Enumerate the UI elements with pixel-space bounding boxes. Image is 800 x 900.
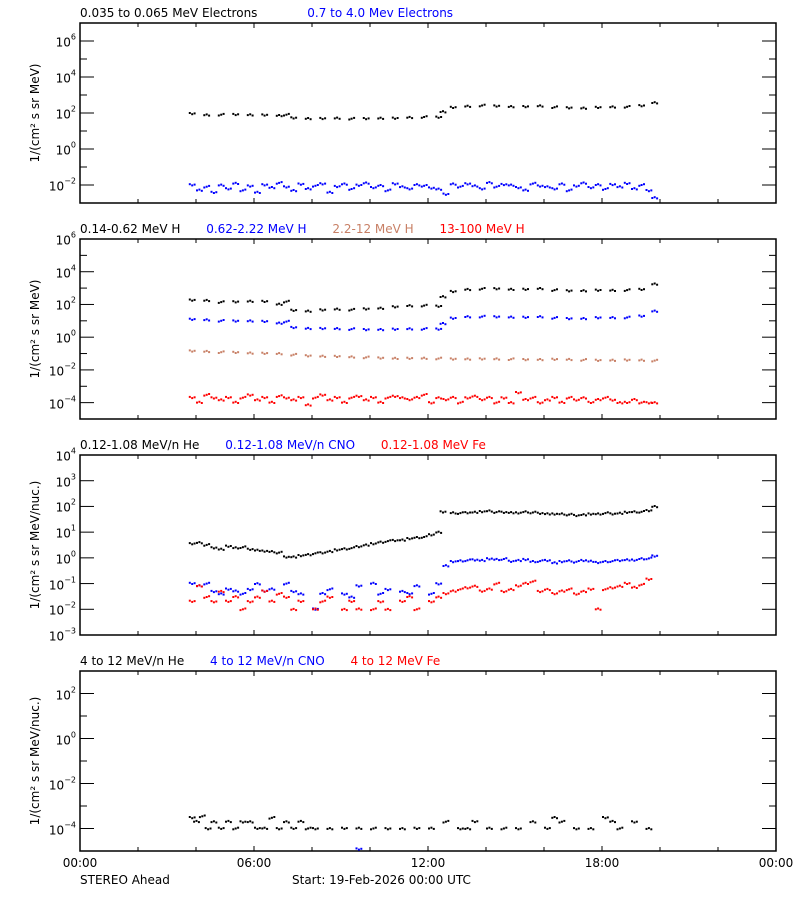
ytick-label: 10−2 [48, 600, 76, 618]
ytick-label: 100 [55, 328, 76, 346]
series-points [188, 814, 653, 831]
ytick-label: 10−1 [48, 575, 76, 593]
ytick-label: 10−2 [48, 775, 76, 792]
panel-4 [79, 670, 777, 852]
ytick-label: 101 [55, 523, 76, 541]
series-points [188, 554, 659, 611]
ytick-label: 103 [55, 472, 76, 490]
series-points [188, 391, 659, 407]
legend-h-1: 0.14-0.62 MeV H [80, 222, 181, 236]
panel-1-ylabel: 1/(cm² s sr MeV) [28, 63, 42, 163]
ytick-label: 100 [55, 730, 76, 747]
start-time-label: Start: 19-Feb-2026 00:00 UTC [292, 873, 471, 887]
legend-cno-high: 4 to 12 MeV/n CNO [210, 654, 325, 668]
ytick-label: 102 [55, 104, 76, 122]
panel-3-ylabel: 1/(cm² s sr MeV/nuc.) [28, 480, 42, 610]
ytick-label: 100 [55, 549, 76, 567]
series-points [188, 181, 659, 200]
xtick-label: 00:00 [758, 856, 794, 870]
legend-electrons-low: 0.035 to 0.065 MeV Electrons [80, 6, 258, 20]
ytick-label: 106 [55, 230, 76, 248]
panel-4-ylabel: 1/(cm² s sr MeV/nuc.) [28, 696, 42, 826]
legend-he-high: 4 to 12 MeV/n He [80, 654, 185, 668]
legend-h-4: 13-100 MeV H [439, 222, 525, 236]
xtick-label: 18:00 [584, 856, 620, 870]
panel-3 [79, 454, 777, 636]
series-points [188, 282, 659, 313]
legend-h-2: 0.62-2.22 MeV H [206, 222, 307, 236]
legend-h-3: 2.2-12 MeV H [332, 222, 414, 236]
ytick-label: 104 [55, 68, 76, 86]
series-points [188, 309, 659, 332]
legend-cno-low: 0.12-1.08 MeV/n CNO [225, 438, 356, 452]
panel-1-legend: 0.035 to 0.065 MeV Electrons 0.7 to 4.0 … [80, 5, 475, 21]
spacecraft-label: STEREO Ahead [80, 873, 170, 887]
panel-2-legend: 0.14-0.62 MeV H 0.62-2.22 MeV H 2.2-12 M… [80, 221, 547, 237]
ytick-label: 10−2 [48, 361, 76, 379]
ytick-label: 10−3 [48, 626, 76, 644]
series-points [188, 505, 659, 559]
legend-fe-high: 4 to 12 MeV Fe [350, 654, 441, 668]
panel-3-legend: 0.12-1.08 MeV/n He 0.12-1.08 MeV/n CNO 0… [80, 437, 508, 453]
series-points [188, 101, 659, 121]
ytick-label: 102 [55, 685, 76, 702]
panel-1 [79, 22, 777, 204]
ytick-label: 102 [55, 497, 76, 515]
legend-he-low: 0.12-1.08 MeV/n He [80, 438, 200, 452]
series-points [355, 847, 363, 851]
ytick-label: 104 [55, 446, 76, 464]
panel-2-ylabel: 1/(cm² s sr MeV) [28, 279, 42, 379]
ytick-label: 10−4 [48, 394, 76, 412]
panel-4-legend: 4 to 12 MeV/n He 4 to 12 MeV/n CNO 4 to … [80, 653, 462, 669]
ytick-label: 104 [55, 263, 76, 281]
legend-electrons-high: 0.7 to 4.0 Mev Electrons [307, 6, 454, 20]
xtick-label: 06:00 [236, 856, 272, 870]
ytick-label: 102 [55, 295, 76, 313]
ytick-label: 10−2 [48, 176, 76, 194]
panel-2 [79, 238, 777, 420]
xtick-label: 12:00 [410, 856, 446, 870]
ytick-label: 106 [55, 32, 76, 50]
xtick-label: 00:00 [62, 856, 98, 870]
series-points [188, 577, 653, 612]
ytick-label: 10−4 [48, 820, 76, 837]
series-points [188, 349, 659, 363]
legend-fe-low: 0.12-1.08 MeV Fe [380, 438, 486, 452]
ytick-label: 100 [55, 140, 76, 158]
